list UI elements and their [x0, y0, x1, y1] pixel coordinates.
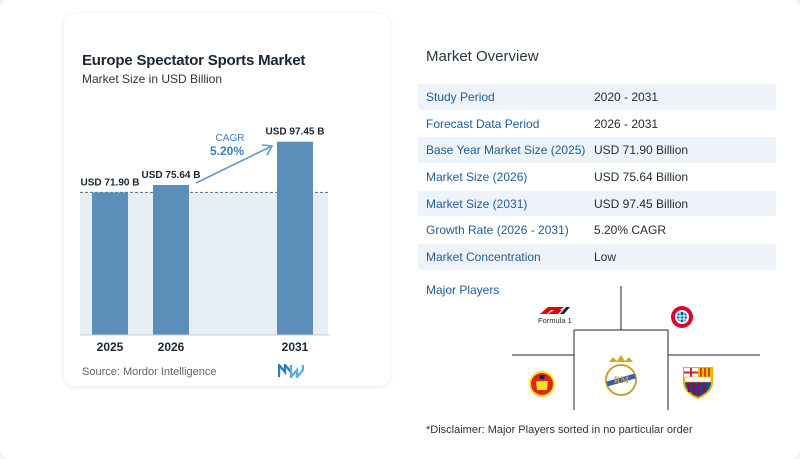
overview-row-label: Market Size (2031) [426, 196, 528, 211]
overview-row: Market Size (2031) USD 97.45 Billion [418, 190, 776, 218]
overview-table: Study Period 2020 - 2031 Forecast Data Per… [418, 84, 776, 271]
overview-row-value: 2026 - 2031 [594, 116, 659, 131]
chart-subtitle: Market Size in USD Billion [82, 72, 223, 86]
major-players-grid: Formula 1 RM [512, 286, 760, 410]
manchester-united-logo [529, 371, 555, 397]
real-madrid-logo-text: RM [614, 375, 629, 385]
overview-row-value: 2020 - 2031 [594, 89, 659, 104]
cagr-arrow [195, 146, 271, 184]
overview-row: Base Year Market Size (2025) USD 71.90 Bi… [418, 137, 776, 165]
bar-2025 [92, 192, 128, 335]
cagr-label: CAGR [216, 133, 245, 144]
overview-title: Market Overview [426, 48, 539, 65]
overview-row-value: USD 97.45 Billion [594, 196, 689, 211]
bar-chart: USD 71.90 B 2025 USD 75.64 B 2026 USD 97.45 … [80, 127, 330, 354]
overview-row-label: Study Period [426, 89, 495, 104]
overview-row: Forecast Data Period 2026 - 2031 [418, 110, 776, 138]
overview-row-label: Forecast Data Period [426, 116, 540, 131]
x-tick-label: 2031 [282, 340, 309, 354]
bar-value-label: USD 97.45 B [266, 127, 325, 138]
bar-2026 [153, 184, 189, 335]
overview-row-label: Market Size (2026) [426, 169, 528, 184]
overview-row-value: Low [594, 249, 617, 264]
overview-row-label: Market Concentration [426, 249, 541, 264]
overview-row-value: 5.20% CAGR [594, 223, 667, 238]
overview-row: Market Concentration Low [418, 244, 776, 271]
major-players-title: Major Players [426, 283, 500, 297]
fc-barcelona-logo [683, 367, 713, 400]
bar-2031 [277, 141, 313, 335]
x-tick-label: 2026 [158, 340, 185, 354]
overview-row-label: Growth Rate (2026 - 2031) [426, 223, 569, 238]
formula1-logo-text: Formula 1 [538, 316, 572, 325]
overview-row: Study Period 2020 - 2031 [418, 84, 776, 111]
cagr-value: 5.20% [210, 144, 244, 158]
cagr-arrow-head [261, 144, 274, 156]
formula1-logo: Formula 1 [538, 307, 572, 325]
overview-row: Market Size (2026) USD 75.64 Billion [418, 164, 776, 191]
overview-row-label: Base Year Market Size (2025) [426, 143, 586, 158]
bar-value-label: USD 71.90 B [81, 177, 140, 188]
x-tick-label: 2025 [97, 340, 124, 354]
fc-bayern-logo [671, 306, 693, 328]
overview-row: Growth Rate (2026 - 2031) 5.20% CAGR [418, 217, 776, 245]
mordor-intelligence-logo-icon [278, 364, 304, 378]
real-madrid-logo: RM [605, 355, 637, 396]
overview-row-value: USD 71.90 Billion [594, 143, 689, 158]
chart-title: Europe Spectator Sports Market [82, 52, 306, 69]
overview-row-value: USD 75.64 Billion [594, 169, 689, 184]
bar-value-label: USD 75.64 B [142, 170, 201, 181]
disclaimer: *Disclaimer: Major Players sorted in no … [426, 424, 693, 436]
source-note: Source: Mordor Intelligence [82, 366, 217, 378]
